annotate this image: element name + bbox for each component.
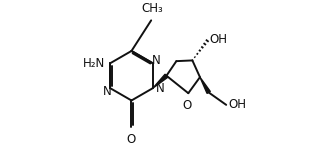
Text: H₂N: H₂N (83, 57, 105, 70)
Text: N: N (103, 84, 112, 98)
Text: OH: OH (210, 33, 227, 46)
Polygon shape (153, 74, 168, 88)
Text: O: O (127, 132, 136, 145)
Text: O: O (182, 99, 191, 112)
Polygon shape (200, 77, 210, 93)
Text: CH₃: CH₃ (141, 2, 163, 15)
Text: N: N (152, 54, 160, 67)
Text: N: N (155, 82, 164, 95)
Text: OH: OH (228, 98, 246, 111)
